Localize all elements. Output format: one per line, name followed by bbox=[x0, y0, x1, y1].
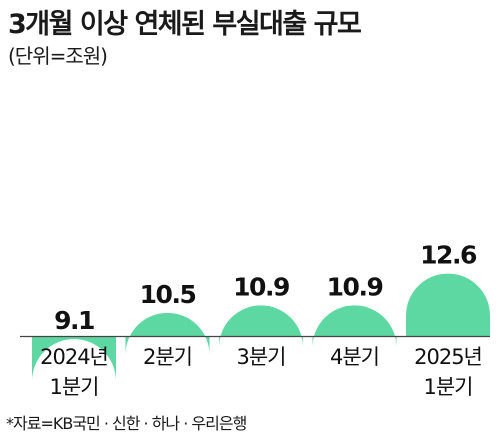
bar-5 bbox=[406, 273, 490, 336]
bar-2 bbox=[125, 312, 210, 355]
category-label-5-line-2: 1분기 bbox=[423, 375, 472, 399]
category-label-2-line-1: 2분기 bbox=[143, 345, 192, 369]
bar-4 bbox=[312, 305, 397, 348]
source-note: *자료=KB국민 · 신한 · 하나 · 우리은행 bbox=[6, 414, 247, 433]
value-label-3: 10.9 bbox=[233, 272, 289, 301]
category-label-3-line-1: 3분기 bbox=[236, 345, 285, 369]
value-label-1: 9.1 bbox=[54, 306, 94, 335]
bar-1 bbox=[32, 336, 116, 382]
chart-title: 3개월 이상 연체된 부실대출 규모 bbox=[8, 9, 362, 40]
category-label-5-line-1: 2025년 bbox=[414, 345, 482, 369]
value-label-4: 10.9 bbox=[327, 272, 383, 301]
category-label-1-line-1: 2024년 bbox=[40, 345, 108, 369]
category-label-1-line-2: 1분기 bbox=[49, 375, 98, 399]
value-label-5: 12.6 bbox=[420, 241, 477, 270]
unit-label: (단위=조원) bbox=[8, 44, 108, 68]
category-label-4-line-1: 4분기 bbox=[330, 345, 379, 369]
value-label-2: 10.5 bbox=[140, 280, 196, 309]
bar-3 bbox=[219, 305, 303, 348]
